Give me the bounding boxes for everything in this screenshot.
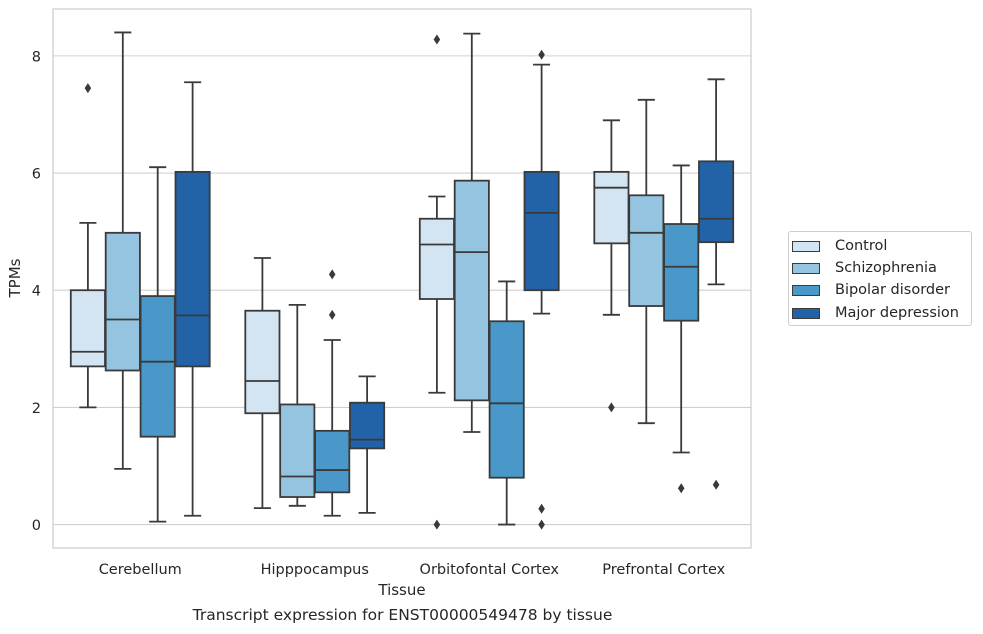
box-body xyxy=(523,170,560,292)
x-axis-label: Tissue xyxy=(377,581,425,599)
y-tick-labels: 0 2 4 6 8 xyxy=(32,49,41,534)
box-1-3 xyxy=(349,375,386,514)
box-body xyxy=(663,223,700,322)
box-body xyxy=(314,429,351,494)
legend-item-major-depression: Major depression xyxy=(789,303,959,323)
box-1-0 xyxy=(244,257,281,510)
box-0-3 xyxy=(174,81,211,517)
outlier-point xyxy=(433,34,441,45)
legend-swatch-schizophrenia xyxy=(792,262,820,274)
legend-swatch-control xyxy=(792,240,820,252)
box-body xyxy=(174,170,211,368)
plot-area xyxy=(69,31,735,530)
outlier-point xyxy=(608,402,615,413)
box-3-3 xyxy=(698,78,735,490)
x-tick-label-3: Prefrontal Cortex xyxy=(602,562,725,578)
box-body xyxy=(453,179,490,402)
box-3-2 xyxy=(663,164,700,494)
box-body xyxy=(69,289,106,368)
outlier-point xyxy=(328,269,336,280)
outlier-point xyxy=(538,49,545,60)
box-body xyxy=(418,217,455,300)
legend-label-bipolar-disorder: Bipolar disorder xyxy=(835,282,950,298)
box-body xyxy=(349,401,386,450)
legend-label-schizophrenia: Schizophrenia xyxy=(835,260,937,276)
box-1-1 xyxy=(279,303,316,507)
x-tick-label-1: Hipppocampus xyxy=(261,562,369,578)
legend-label-major-depression: Major depression xyxy=(835,305,959,321)
legend-swatch-major-depression xyxy=(792,307,820,319)
box-body xyxy=(698,160,735,244)
outlier-point xyxy=(677,483,685,494)
box-0-2 xyxy=(139,166,176,523)
outlier-point xyxy=(328,309,336,320)
box-2-1 xyxy=(453,32,490,433)
box-body xyxy=(488,320,525,479)
x-tick-label-2: Orbitofontal Cortex xyxy=(420,562,560,578)
legend-swatch-bipolar-disorder xyxy=(792,284,820,296)
y-tick-label-2: 2 xyxy=(32,401,41,417)
box-body xyxy=(593,170,630,245)
legend-item-control: Control xyxy=(789,236,887,256)
box-2-2 xyxy=(488,280,525,526)
x-tick-label-0: Cerebellum xyxy=(99,562,182,578)
y-tick-label-0: 0 xyxy=(32,518,41,534)
y-axis-label: TPMs xyxy=(6,258,24,298)
plot-frame xyxy=(52,8,752,549)
legend-label-control: Control xyxy=(835,238,888,254)
box-body xyxy=(628,194,665,307)
y-tick-label-8: 8 xyxy=(32,49,41,65)
chart-caption: Transcript expression for ENST0000054947… xyxy=(192,606,613,624)
legend: Control Schizophrenia Bipolar disorder M… xyxy=(788,231,972,326)
legend-item-bipolar-disorder: Bipolar disorder xyxy=(789,280,950,300)
x-tick-labels: Cerebellum Hipppocampus Orbitofontal Corte… xyxy=(99,562,726,578)
box-body xyxy=(279,403,316,498)
outlier-point xyxy=(538,503,545,514)
outlier-point xyxy=(84,83,92,94)
box-3-0 xyxy=(593,119,630,413)
box-3-1 xyxy=(628,98,665,425)
outlier-point xyxy=(433,519,441,530)
box-2-0 xyxy=(418,34,455,530)
legend-item-schizophrenia: Schizophrenia xyxy=(789,258,937,278)
box-0-1 xyxy=(104,31,141,470)
y-tick-label-6: 6 xyxy=(32,167,41,183)
box-body xyxy=(104,231,141,372)
box-2-3 xyxy=(523,49,560,530)
box-body xyxy=(244,309,281,415)
outlier-point xyxy=(538,519,545,530)
y-tick-label-4: 4 xyxy=(32,284,41,300)
box-0-0 xyxy=(69,83,106,409)
outlier-point xyxy=(712,479,720,490)
box-body xyxy=(139,295,176,438)
box-1-2 xyxy=(314,269,351,517)
